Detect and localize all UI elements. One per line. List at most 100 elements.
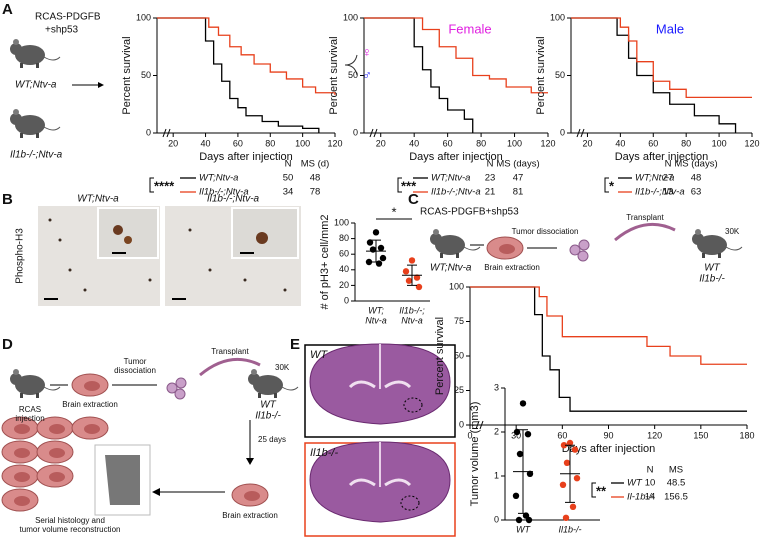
x-axis-label: Days after injection <box>409 151 503 163</box>
x-tick-label: WT; <box>368 305 384 315</box>
x-tick-label: 20 <box>376 138 386 148</box>
x-tick-label: Il1b-/- <box>558 524 581 534</box>
x-tick-label: 60 <box>443 138 453 148</box>
recipient: Il1b-/- <box>699 274 725 285</box>
table-header: MS <box>669 465 683 476</box>
survival-curve <box>157 17 320 133</box>
y-tick-label: 0 <box>353 127 358 137</box>
dot <box>559 481 567 488</box>
x-tick-label: 180 <box>739 430 754 440</box>
y-tick-label: 20 <box>339 280 349 290</box>
x-tick-label: 40 <box>201 138 211 148</box>
significance: **** <box>154 178 175 193</box>
y-tick-label: 75 <box>454 316 464 326</box>
ms-value: 48.5 <box>667 478 686 489</box>
step: RCAS <box>19 405 41 414</box>
dot <box>516 450 524 458</box>
y-tick-label: 50 <box>348 70 358 80</box>
panel-label: B <box>2 191 13 208</box>
legend-label: Il-1b-/- <box>627 492 654 503</box>
step: 25 days <box>258 435 286 444</box>
panel-label: A <box>2 1 13 18</box>
ms-value: 81 <box>513 187 524 198</box>
x-tick-label: 60 <box>233 138 243 148</box>
significance: *** <box>401 178 417 193</box>
dot <box>571 446 579 453</box>
step: Tumor dissociation <box>512 227 579 236</box>
legend-label: WT;Ntv-a <box>635 173 674 184</box>
y-tick-label: 40 <box>339 264 349 274</box>
legend-label: Il1b-/-;Ntv-a <box>431 187 481 198</box>
x-tick-label: 60 <box>648 138 658 148</box>
x-tick-label: 40 <box>409 138 419 148</box>
significance: ** <box>596 483 607 498</box>
x-tick-label: 80 <box>265 138 275 148</box>
y-tick-label: 80 <box>339 233 349 243</box>
dot <box>402 268 410 275</box>
dot <box>525 516 533 524</box>
image-label: WT <box>310 349 328 361</box>
chart-title: Male <box>656 21 684 36</box>
table-header: MS (days) <box>674 159 717 170</box>
dot <box>524 431 532 438</box>
illustrations: ♀♂ <box>1 38 743 537</box>
survival-curve <box>571 17 737 133</box>
survival-curve <box>571 17 752 98</box>
n-value: 50 <box>283 173 294 184</box>
y-tick-label: 0 <box>459 419 464 429</box>
legend-label: Il1b-/-;Ntv-a <box>635 187 685 198</box>
recipient: WT <box>260 400 276 411</box>
recipient: WT <box>704 263 720 274</box>
panel-label: C <box>408 191 419 208</box>
mouse-label: Il1b-/-;Ntv-a <box>10 150 63 161</box>
y-tick-label: 100 <box>550 12 565 22</box>
survival-curve <box>470 286 747 412</box>
dot <box>413 274 421 281</box>
x-tick-label: 0 <box>467 430 472 440</box>
y-axis-label: Percent survival <box>434 317 446 395</box>
x-tick-label: 120 <box>540 138 555 148</box>
sd-bar <box>371 239 381 263</box>
panel-label: D <box>2 336 13 353</box>
image-label: Il1b-/-;Ntv-a <box>207 194 260 205</box>
y-tick-label: 100 <box>449 281 464 291</box>
dot <box>515 516 523 524</box>
chart-title: Female <box>448 21 491 36</box>
axis-break <box>475 420 484 430</box>
table-header: N <box>487 159 494 170</box>
ms-value: 47 <box>513 173 524 184</box>
dot <box>563 459 571 466</box>
axis-break <box>369 128 378 138</box>
dot <box>513 428 521 436</box>
x-tick-label: 120 <box>647 430 662 440</box>
dot <box>573 475 581 482</box>
step: Brain extraction <box>62 400 118 409</box>
cells: 30K <box>275 363 290 372</box>
y-tick-label: 2 <box>494 426 499 436</box>
table-header: MS (d) <box>301 159 330 170</box>
table-header: N <box>647 465 654 476</box>
bracket <box>604 177 609 193</box>
dot <box>377 244 385 252</box>
dot <box>566 439 574 447</box>
y-tick-label: 0 <box>344 295 349 305</box>
n-value: 23 <box>485 173 496 184</box>
significance: * <box>391 204 396 219</box>
y-axis-label: Percent survival <box>121 36 133 114</box>
x-tick-label: 90 <box>603 430 613 440</box>
dot <box>526 470 534 477</box>
table-header: MS (days) <box>496 159 539 170</box>
dot <box>369 246 377 253</box>
dot <box>405 277 413 284</box>
dot <box>375 260 383 267</box>
x-tick-label: 100 <box>712 138 727 148</box>
y-tick-label: 50 <box>454 350 464 360</box>
dot <box>365 258 373 266</box>
survival-curve <box>470 286 747 365</box>
n-value: 21 <box>485 187 496 198</box>
axis-break <box>162 128 171 138</box>
dot <box>512 492 520 499</box>
y-tick-label: 50 <box>555 70 565 80</box>
legend-label: WT <box>627 478 643 489</box>
